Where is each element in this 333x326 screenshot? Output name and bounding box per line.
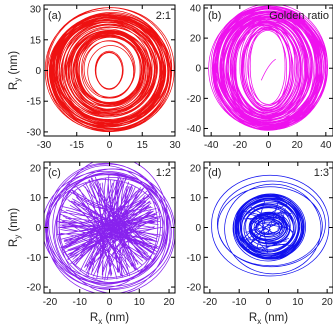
x-tick-label: 0 xyxy=(107,297,113,308)
x-tick-label: 30 xyxy=(169,140,181,151)
x-tick-label: 0 xyxy=(107,140,113,151)
x-tick-label: 0 xyxy=(266,140,272,151)
panel-b: -40 -20 0 20 40 -40 -20 0 20 40 (b) Golden ratio xyxy=(187,4,333,151)
x-tick-label: -10 xyxy=(232,297,247,308)
x-tick-label: 40 xyxy=(320,140,332,151)
panel-label: (d) xyxy=(208,167,221,179)
x-axis-label: Rx (nm) xyxy=(249,312,288,326)
trajectory-c xyxy=(44,162,175,293)
y-axis-label: Ry (nm) xyxy=(8,208,22,247)
trajectory-b xyxy=(208,5,328,131)
x-tick-label: 20 xyxy=(163,297,175,308)
frequency-ratio-label: 1:3 xyxy=(314,167,329,179)
x-tick-label: 0 xyxy=(266,297,272,308)
panel-label: (a) xyxy=(48,10,61,22)
y-tick-label: 40 xyxy=(190,4,202,15)
panel-d: -20 -10 0 10 20 -20 -10 0 10 20 (d) 1:3 Rx (nm) xyxy=(187,161,333,326)
y-tick-label: 0 xyxy=(35,66,41,77)
y-axis-label: Ry (nm) xyxy=(8,51,22,90)
trajectory-a xyxy=(45,7,175,133)
x-tick-label: 20 xyxy=(322,297,333,308)
trajectory-d xyxy=(211,174,330,277)
panel-c: -20 -10 0 10 20 -20 -10 0 10 20 (c) 1:2 Ry (nm) Rx (n… xyxy=(8,161,176,326)
panel-label: (c) xyxy=(48,167,61,179)
y-tick-label: -20 xyxy=(27,283,42,294)
x-tick-label: 10 xyxy=(134,297,146,308)
y-tick-label: -40 xyxy=(187,124,202,135)
x-tick-label: 10 xyxy=(292,297,304,308)
x-tick-label: 15 xyxy=(137,140,149,151)
x-axis-label: Rx (nm) xyxy=(90,312,129,326)
x-tick-label: -20 xyxy=(233,140,248,151)
y-tick-label: 15 xyxy=(30,35,42,46)
y-tick-label: -10 xyxy=(27,253,42,264)
x-tick-label: -40 xyxy=(204,140,219,151)
y-tick-label: -10 xyxy=(187,253,202,264)
y-tick-label: 0 xyxy=(35,223,41,234)
frequency-ratio-label: 2:1 xyxy=(156,10,171,22)
y-tick-label: -30 xyxy=(27,127,42,138)
y-tick-label: 20 xyxy=(30,163,42,174)
y-tick-label: 30 xyxy=(30,5,42,16)
y-tick-label: -20 xyxy=(187,94,202,105)
y-tick-label: 0 xyxy=(195,64,201,75)
frequency-ratio-label: 1:2 xyxy=(156,167,171,179)
y-tick-label: 20 xyxy=(190,34,202,45)
y-tick-label: 20 xyxy=(190,163,202,174)
panel-a: -30 -15 0 15 30 -30 -15 0 15 30 (a) 2:1 Ry (nm) xyxy=(8,4,181,151)
x-tick-label: -20 xyxy=(203,297,218,308)
y-tick-label: -15 xyxy=(27,97,42,108)
x-tick-label: -10 xyxy=(73,297,88,308)
x-tick-label: 20 xyxy=(292,140,304,151)
x-tick-label: -20 xyxy=(43,297,58,308)
x-tick-label: -15 xyxy=(70,140,85,151)
y-tick-label: 10 xyxy=(30,193,42,204)
frequency-ratio-label: Golden ratio xyxy=(269,10,329,22)
y-tick-label: 10 xyxy=(190,193,202,204)
x-tick-label: -30 xyxy=(37,140,52,151)
panel-label: (b) xyxy=(208,10,221,22)
y-tick-label: -20 xyxy=(187,283,202,294)
y-tick-label: 0 xyxy=(195,223,201,234)
